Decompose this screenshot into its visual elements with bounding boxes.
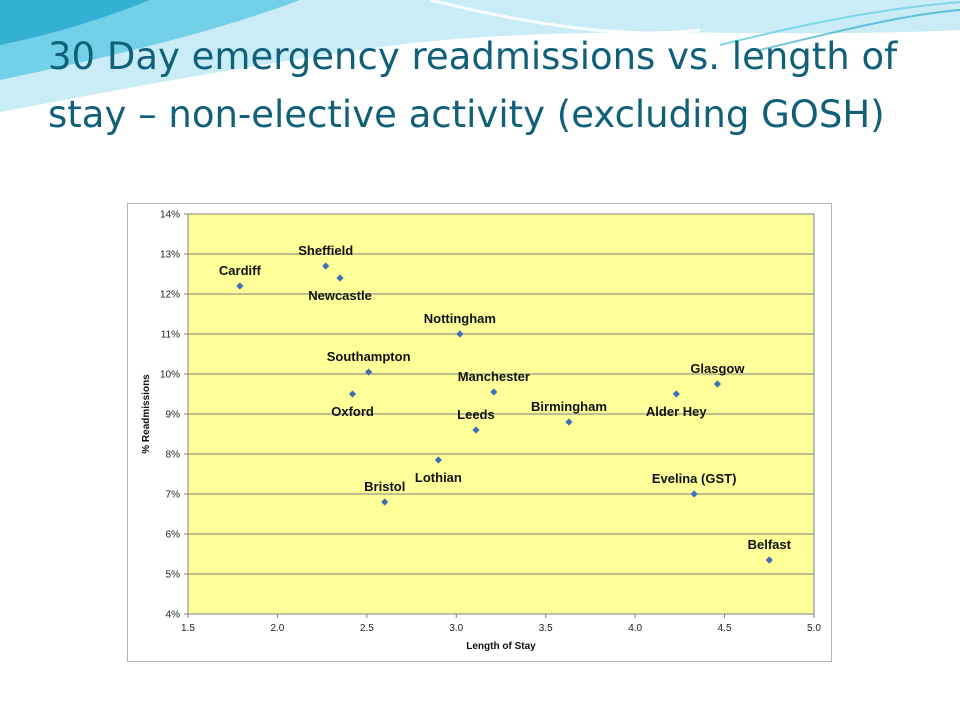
- x-tick-label: 4.0: [628, 623, 642, 634]
- data-label: Leeds: [457, 407, 495, 422]
- y-tick-label: 4%: [166, 610, 181, 621]
- data-label: Birmingham: [531, 399, 607, 414]
- y-tick-label: 7%: [166, 490, 181, 501]
- data-label: Newcastle: [308, 288, 372, 303]
- data-point: [472, 426, 480, 434]
- data-point: [381, 498, 389, 506]
- data-point: [565, 418, 573, 426]
- y-tick-label: 8%: [166, 450, 181, 461]
- data-point: [713, 380, 722, 388]
- x-tick-label: 2.0: [270, 623, 284, 634]
- y-tick-label: 14%: [160, 210, 180, 221]
- x-tick-label: 2.5: [360, 623, 374, 634]
- x-axis-title: Length of Stay: [466, 641, 536, 652]
- swoosh-white-streak: [429, 0, 701, 35]
- data-label: Belfast: [748, 537, 792, 552]
- grid-lines: [188, 253, 814, 575]
- header-swoosh-decoration: [0, 0, 960, 112]
- data-point: [434, 456, 442, 464]
- data-point: [322, 262, 330, 270]
- x-tick-label: 3.0: [449, 623, 463, 634]
- axis-ticks: 4% 5% 6% 7% 8% 9% 10% 11% 12% 13% 14% 1.5 2.0 2.5 3.0 3…: [160, 210, 821, 635]
- data-label: Sheffield: [298, 243, 353, 258]
- data-label: Lothian: [415, 470, 462, 485]
- swoosh-light-band: [0, 0, 960, 112]
- data-point: [236, 282, 244, 290]
- x-tick-label: 4.5: [718, 623, 732, 634]
- data-point: [690, 490, 698, 498]
- data-label: Glasgow: [690, 361, 745, 376]
- y-tick-label: 13%: [160, 250, 180, 261]
- y-tick-label: 6%: [166, 530, 181, 541]
- data-label: Bristol: [364, 479, 405, 494]
- data-points: [236, 262, 773, 564]
- data-point: [490, 388, 498, 396]
- slide-title: 30 Day emergency readmissions vs. length…: [48, 35, 898, 136]
- data-label: Oxford: [331, 404, 374, 419]
- data-label: Nottingham: [424, 311, 496, 326]
- data-point: [336, 274, 344, 282]
- swoosh-right-streak-2: [759, 9, 960, 51]
- data-point: [456, 330, 464, 338]
- data-point: [365, 368, 373, 376]
- data-label: Cardiff: [219, 263, 262, 278]
- data-point: [765, 556, 773, 564]
- data-labels: Cardiff Sheffield Newcastle Nottingham South…: [219, 243, 792, 552]
- y-tick-label: 11%: [161, 330, 180, 341]
- y-axis-title: % Readmissions: [141, 374, 152, 454]
- x-tick-label: 3.5: [539, 623, 553, 634]
- data-label: Evelina (GST): [652, 471, 737, 486]
- data-point: [348, 390, 357, 398]
- y-tick-label: 9%: [166, 410, 181, 421]
- data-label: Alder Hey: [646, 404, 707, 419]
- data-label: Manchester: [458, 369, 530, 384]
- swoosh-right-streak: [719, 1, 960, 46]
- y-tick-label: 10%: [160, 370, 180, 381]
- swoosh-dark-band: [0, 0, 150, 45]
- data-label: Southampton: [327, 349, 411, 364]
- x-tick-label: 5.0: [807, 623, 821, 634]
- y-tick-label: 12%: [160, 290, 180, 301]
- y-tick-label: 5%: [166, 570, 181, 581]
- x-tick-label: 1.5: [181, 623, 195, 634]
- data-point: [672, 390, 680, 398]
